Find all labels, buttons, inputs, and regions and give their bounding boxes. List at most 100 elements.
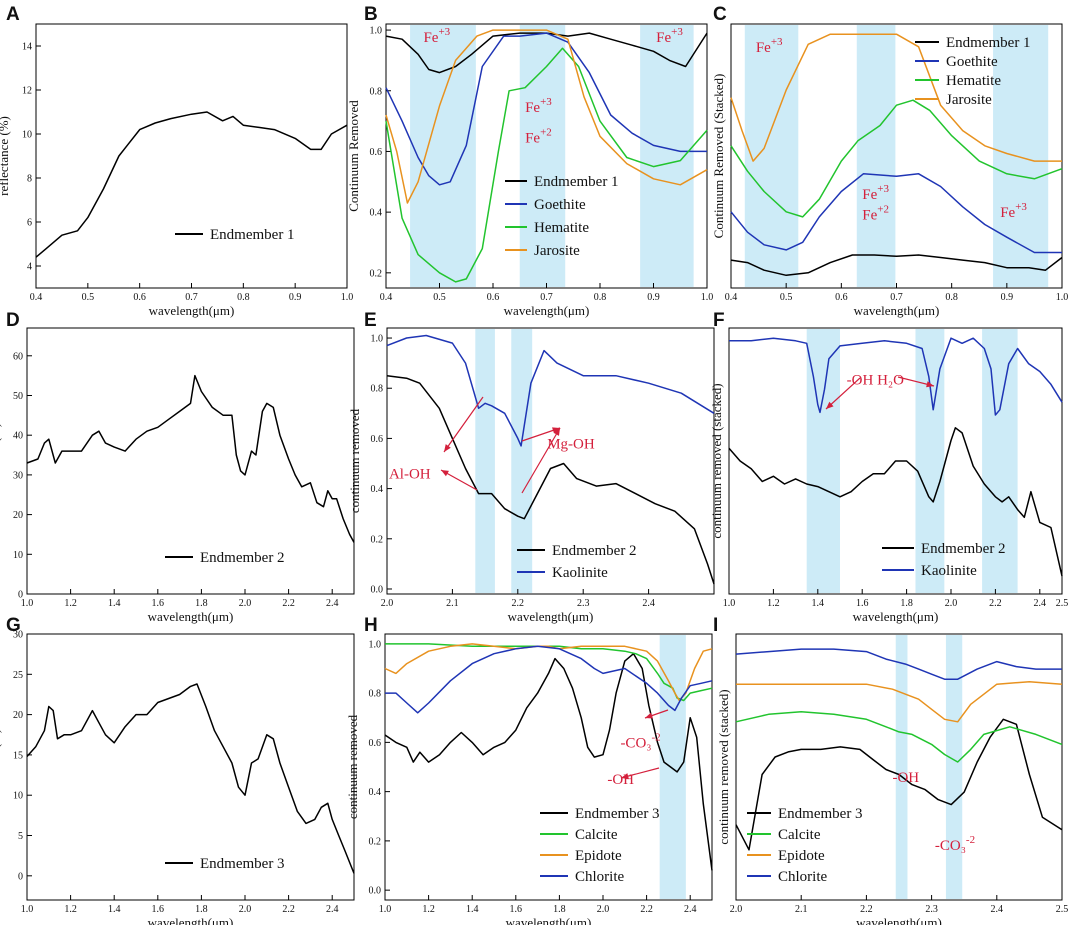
x-tick-label: 2.2	[282, 598, 295, 609]
x-tick-label: 1.4	[108, 598, 121, 609]
legend-label: Endmember 3	[200, 856, 285, 872]
absorption-band	[511, 329, 533, 593]
y-tick-label: 0.0	[371, 584, 384, 595]
x-tick-label: 0.8	[237, 292, 250, 303]
y-tick-label: 60	[13, 351, 23, 362]
y-axis-label: continuum removed (stacked)	[709, 383, 724, 538]
y-tick-label: 40	[13, 431, 23, 442]
annotation-arrowhead	[444, 444, 451, 452]
series-line-chlorite	[735, 648, 1062, 680]
y-tick-label: 0	[18, 871, 23, 882]
legend-label: Goethite	[946, 54, 998, 70]
panel-letter: B	[364, 4, 378, 25]
x-tick-label: 2.1	[795, 904, 808, 915]
x-axis-label: wavelength(μm)	[506, 915, 592, 925]
x-tick-label: 0.5	[82, 292, 95, 303]
panel-letter: G	[6, 615, 21, 636]
x-tick-label: 1.0	[21, 904, 34, 915]
y-tick-label: 1.0	[371, 334, 384, 345]
x-axis-label: wavelength(μm)	[853, 609, 939, 624]
x-tick-label: 2.2	[282, 904, 295, 915]
annotation-arrowhead	[621, 773, 629, 780]
x-tick-label: 2.3	[925, 904, 938, 915]
x-axis-label: wavelength(μm)	[148, 609, 234, 624]
annotation-label: Fe+2	[862, 203, 889, 223]
x-tick-label: 1.4	[466, 904, 479, 915]
legend-label: Endmember 1	[946, 35, 1031, 51]
x-tick-label: 2.0	[239, 904, 252, 915]
x-tick-label: 0.7	[185, 292, 198, 303]
absorption-band	[410, 25, 476, 287]
x-tick-label: 1.6	[856, 598, 869, 609]
series-line-endmember-1	[730, 254, 1063, 277]
series-line-goethite	[385, 32, 707, 186]
annotation-label: Mg-OH	[547, 436, 595, 452]
x-tick-label: 0.6	[133, 292, 146, 303]
x-tick-label: 0.8	[594, 292, 607, 303]
annotation-label: Al-OH	[389, 467, 431, 483]
y-axis-label: Continuum Removed	[346, 100, 361, 212]
annotation-arrowhead	[645, 712, 653, 719]
y-tick-label: 0.4	[371, 484, 384, 495]
absorption-band	[475, 329, 495, 593]
absorption-band	[659, 635, 686, 899]
panel-letter: A	[6, 4, 20, 25]
legend-label: Jarosite	[946, 92, 992, 108]
x-tick-label: 1.2	[64, 904, 77, 915]
x-tick-label: 0.4	[380, 292, 393, 303]
legend-label: Epidote	[575, 848, 622, 864]
series-line-jarosite	[385, 29, 708, 204]
y-tick-label: 8	[27, 174, 32, 185]
legend-label: Calcite	[575, 827, 618, 843]
x-tick-label: 2.2	[640, 904, 653, 915]
series-line-jarosite	[730, 33, 1062, 162]
annotation-label: -OH	[892, 770, 919, 786]
x-axis-label: wavelength(μm)	[149, 303, 235, 318]
panel-e: E 2.0 2.1 2.2 2.3 2.4 0.0 0.2 0.4 0.6 0.8 1.0 wavele…	[347, 310, 715, 624]
x-tick-label: 2.4	[684, 904, 697, 915]
absorption-band	[993, 25, 1049, 287]
x-tick-label: 0.4	[30, 292, 43, 303]
annotation-label: -CO₃-2	[620, 731, 660, 751]
panel-f: F 1.0 1.2 1.4 1.6 1.8 2.0 2.2 2.4 2.5 wavelength(μ…	[709, 310, 1068, 624]
plot-frame	[26, 633, 355, 901]
legend-label: Endmember 3	[778, 806, 863, 822]
legend-label: Hematite	[534, 220, 589, 236]
absorption-band	[982, 329, 1018, 593]
y-tick-label: 10	[13, 550, 23, 561]
panel-i: I 2.0 2.1 2.2 2.3 2.4 2.5 wavelength(μm) continu…	[713, 615, 1068, 925]
absorption-band	[895, 635, 908, 899]
plot-frame	[728, 327, 1063, 595]
series-line-kaolinite	[729, 337, 1063, 416]
x-tick-label: 2.5	[1056, 904, 1069, 915]
y-axis-label: reflectance(%)	[0, 423, 2, 500]
annotation-arrowhead	[826, 401, 834, 409]
y-tick-label: 15	[13, 750, 23, 761]
y-tick-label: 20	[13, 510, 23, 521]
x-tick-label: 2.2	[860, 904, 873, 915]
y-tick-label: 25	[13, 670, 23, 681]
annotation-label: Fe+3	[1000, 201, 1027, 221]
legend-label: Endmember 1	[210, 227, 295, 243]
y-tick-label: 0.8	[369, 689, 382, 700]
y-tick-label: 0.4	[369, 787, 382, 798]
annotation-arrowhead	[552, 427, 560, 434]
x-tick-label: 0.7	[540, 292, 553, 303]
plot-frame	[735, 633, 1063, 901]
x-tick-label: 1.0	[1056, 292, 1069, 303]
panel-letter: E	[364, 310, 377, 331]
y-axis-label: Continuum Removed (Stacked)	[711, 74, 726, 239]
annotation-arrowhead	[441, 470, 449, 477]
y-axis-label: continuum removed (stacked)	[716, 689, 731, 844]
x-tick-label: 0.5	[780, 292, 793, 303]
legend-label: Goethite	[534, 197, 586, 213]
x-tick-label: 2.0	[945, 598, 958, 609]
y-tick-label: 0.6	[371, 434, 384, 445]
x-tick-label: 0.6	[487, 292, 500, 303]
x-tick-label: 0.9	[1001, 292, 1014, 303]
y-axis-label: reflectance (%)	[0, 116, 11, 196]
y-tick-label: 30	[13, 470, 23, 481]
absorption-band	[744, 25, 799, 287]
legend-label: Kaolinite	[921, 563, 977, 579]
x-tick-label: 1.0	[701, 292, 714, 303]
